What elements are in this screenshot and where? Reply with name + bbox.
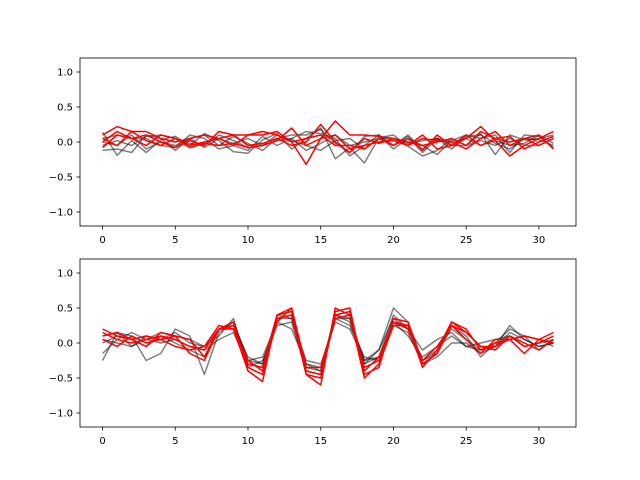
x-tick-label-1-30: 30 [533,436,546,447]
y-tick-label-1-1: 1.0 [57,269,73,280]
x-tick-label-1-5: 5 [172,436,178,447]
x-tick-label-0-15: 15 [314,235,327,246]
x-tick-label-1-10: 10 [242,436,255,447]
series-line-1-8 [102,310,554,379]
x-tick-label-0-20: 20 [387,235,400,246]
y-tick-label-0-0.5: 0.5 [57,103,73,114]
series-line-0-5 [102,120,554,166]
series-line-0-6 [102,130,554,152]
x-tick-label-0-30: 30 [533,235,546,246]
x-tick-label-0-0: 0 [99,235,105,246]
y-tick-label-1-0.5: 0.5 [57,304,73,315]
y-tick-label-0-0: 0.0 [57,138,73,149]
y-tick-label-1-0: 0.0 [57,339,73,350]
series-line-0-8 [102,123,554,154]
series-line-1-7 [102,307,554,372]
x-tick-label-1-20: 20 [387,436,400,447]
x-tick-label-1-25: 25 [460,436,473,447]
bottom-subplot: 0 5 10 15 20 25 30 −1.0 −0.5 0.0 0.5 1.0 [49,258,577,447]
y-tick-label-0--1: −1.0 [49,208,73,219]
x-tick-label-0-5: 5 [172,235,178,246]
y-tick-label-0--0.5: −0.5 [49,173,73,184]
y-tick-label-1--0.5: −0.5 [49,374,73,385]
x-tick-label-0-10: 10 [242,235,255,246]
y-tick-label-0-1: 1.0 [57,68,73,79]
y-tick-label-1--1: −1.0 [49,409,73,420]
x-tick-label-0-25: 25 [460,235,473,246]
x-tick-label-1-0: 0 [99,436,105,447]
top-subplot: 0 5 10 15 20 25 30 −1.0 −0.5 0.0 0.5 1.0 [49,57,577,246]
x-tick-label-1-15: 15 [314,436,327,447]
